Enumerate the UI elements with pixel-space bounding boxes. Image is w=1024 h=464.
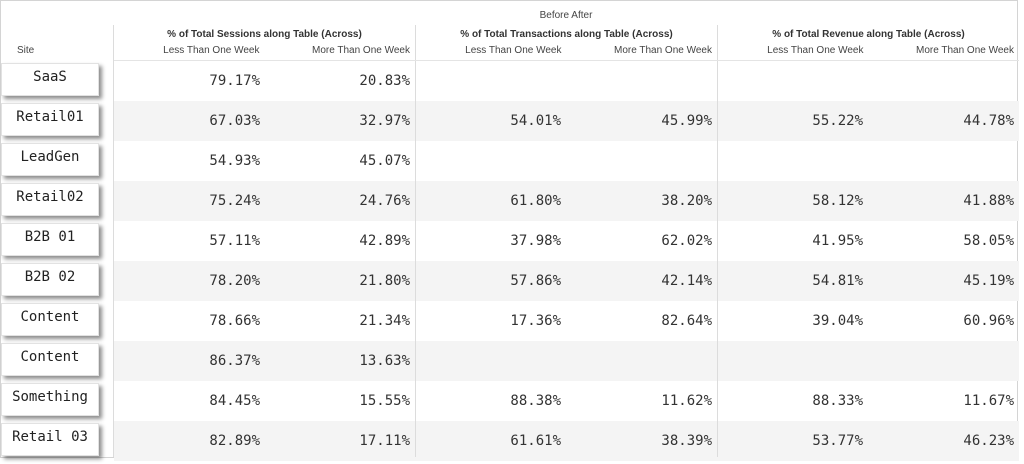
site-label[interactable]: Retail02	[1, 183, 99, 216]
table-cell: 57.11%	[209, 233, 260, 249]
measure-group-title: % of Total Transactions along Table (Acr…	[460, 29, 673, 40]
divider	[113, 25, 114, 457]
table-cell: 88.38%	[510, 393, 561, 409]
divider	[717, 25, 718, 457]
sub-column-header: Less Than One Week	[163, 45, 260, 56]
table-cell: 67.03%	[209, 113, 260, 129]
table-cell: 53.77%	[812, 433, 863, 449]
table-cell: 84.45%	[209, 393, 260, 409]
site-label[interactable]: Something	[1, 383, 99, 416]
table-cell: 61.61%	[510, 433, 561, 449]
table-cell: 46.23%	[963, 433, 1014, 449]
table-cell: 42.14%	[661, 273, 712, 289]
table-cell: 39.04%	[812, 313, 863, 329]
table-cell: 45.07%	[359, 153, 410, 169]
table-cell: 45.99%	[661, 113, 712, 129]
table-cell: 54.81%	[812, 273, 863, 289]
table-row	[114, 101, 1019, 141]
table-cell: 41.88%	[963, 193, 1014, 209]
table-cell: 45.19%	[963, 273, 1014, 289]
table-cell: 17.36%	[510, 313, 561, 329]
table-cell: 78.20%	[209, 273, 260, 289]
table-cell: 11.62%	[661, 393, 712, 409]
table-cell: 44.78%	[963, 113, 1014, 129]
table-row	[114, 421, 1019, 461]
sub-column-header: More Than One Week	[613, 45, 712, 56]
table-cell: 54.01%	[510, 113, 561, 129]
table-cell: 15.55%	[359, 393, 410, 409]
table-cell: 32.97%	[359, 113, 410, 129]
column-group-header: Before After	[539, 10, 593, 21]
site-label[interactable]: B2B 01	[1, 223, 99, 256]
table-cell: 37.98%	[510, 233, 561, 249]
table-cell: 82.64%	[661, 313, 712, 329]
site-label[interactable]: LeadGen	[1, 143, 99, 176]
table-cell: 55.22%	[812, 113, 863, 129]
site-label[interactable]: Retail 03	[1, 423, 99, 456]
table-cell: 11.67%	[963, 393, 1014, 409]
sub-column-header: Less Than One Week	[465, 45, 562, 56]
sub-column-header: More Than One Week	[915, 45, 1014, 56]
table-cell: 82.89%	[209, 433, 260, 449]
site-label[interactable]: Content	[1, 303, 99, 336]
measure-group-title: % of Total Revenue along Table (Across)	[772, 29, 965, 40]
row-header-site: Site	[17, 45, 35, 56]
table-cell: 54.93%	[209, 153, 260, 169]
table-row	[114, 341, 1019, 381]
table-row	[114, 261, 1019, 301]
table-cell: 21.80%	[359, 273, 410, 289]
table-cell: 75.24%	[209, 193, 260, 209]
table-cell: 60.96%	[963, 313, 1014, 329]
table-cell: 21.34%	[359, 313, 410, 329]
table-cell: 58.12%	[812, 193, 863, 209]
table-cell: 79.17%	[209, 73, 260, 89]
table-cell: 41.95%	[812, 233, 863, 249]
table-row	[114, 181, 1019, 221]
site-label[interactable]: B2B 02	[1, 263, 99, 296]
site-label[interactable]: Retail01	[1, 103, 99, 136]
table-cell: 57.86%	[510, 273, 561, 289]
header-bottom-line	[114, 60, 1019, 61]
table-cell: 86.37%	[209, 353, 260, 369]
divider	[415, 25, 416, 457]
table-cell: 88.33%	[812, 393, 863, 409]
table-cell: 20.83%	[359, 73, 410, 89]
site-label[interactable]: Content	[1, 343, 99, 376]
site-label[interactable]: SaaS	[1, 63, 99, 96]
table-cell: 42.89%	[359, 233, 410, 249]
table-cell: 38.39%	[661, 433, 712, 449]
table-cell: 78.66%	[209, 313, 260, 329]
sub-column-header: Less Than One Week	[767, 45, 864, 56]
sub-column-header: More Than One Week	[311, 45, 410, 56]
table-cell: 24.76%	[359, 193, 410, 209]
table-cell: 17.11%	[359, 433, 410, 449]
measure-group-title: % of Total Sessions along Table (Across)	[167, 29, 362, 40]
table-cell: 61.80%	[510, 193, 561, 209]
table-cell: 13.63%	[359, 353, 410, 369]
table-cell: 62.02%	[661, 233, 712, 249]
table-cell: 58.05%	[963, 233, 1014, 249]
table-cell: 38.20%	[661, 193, 712, 209]
